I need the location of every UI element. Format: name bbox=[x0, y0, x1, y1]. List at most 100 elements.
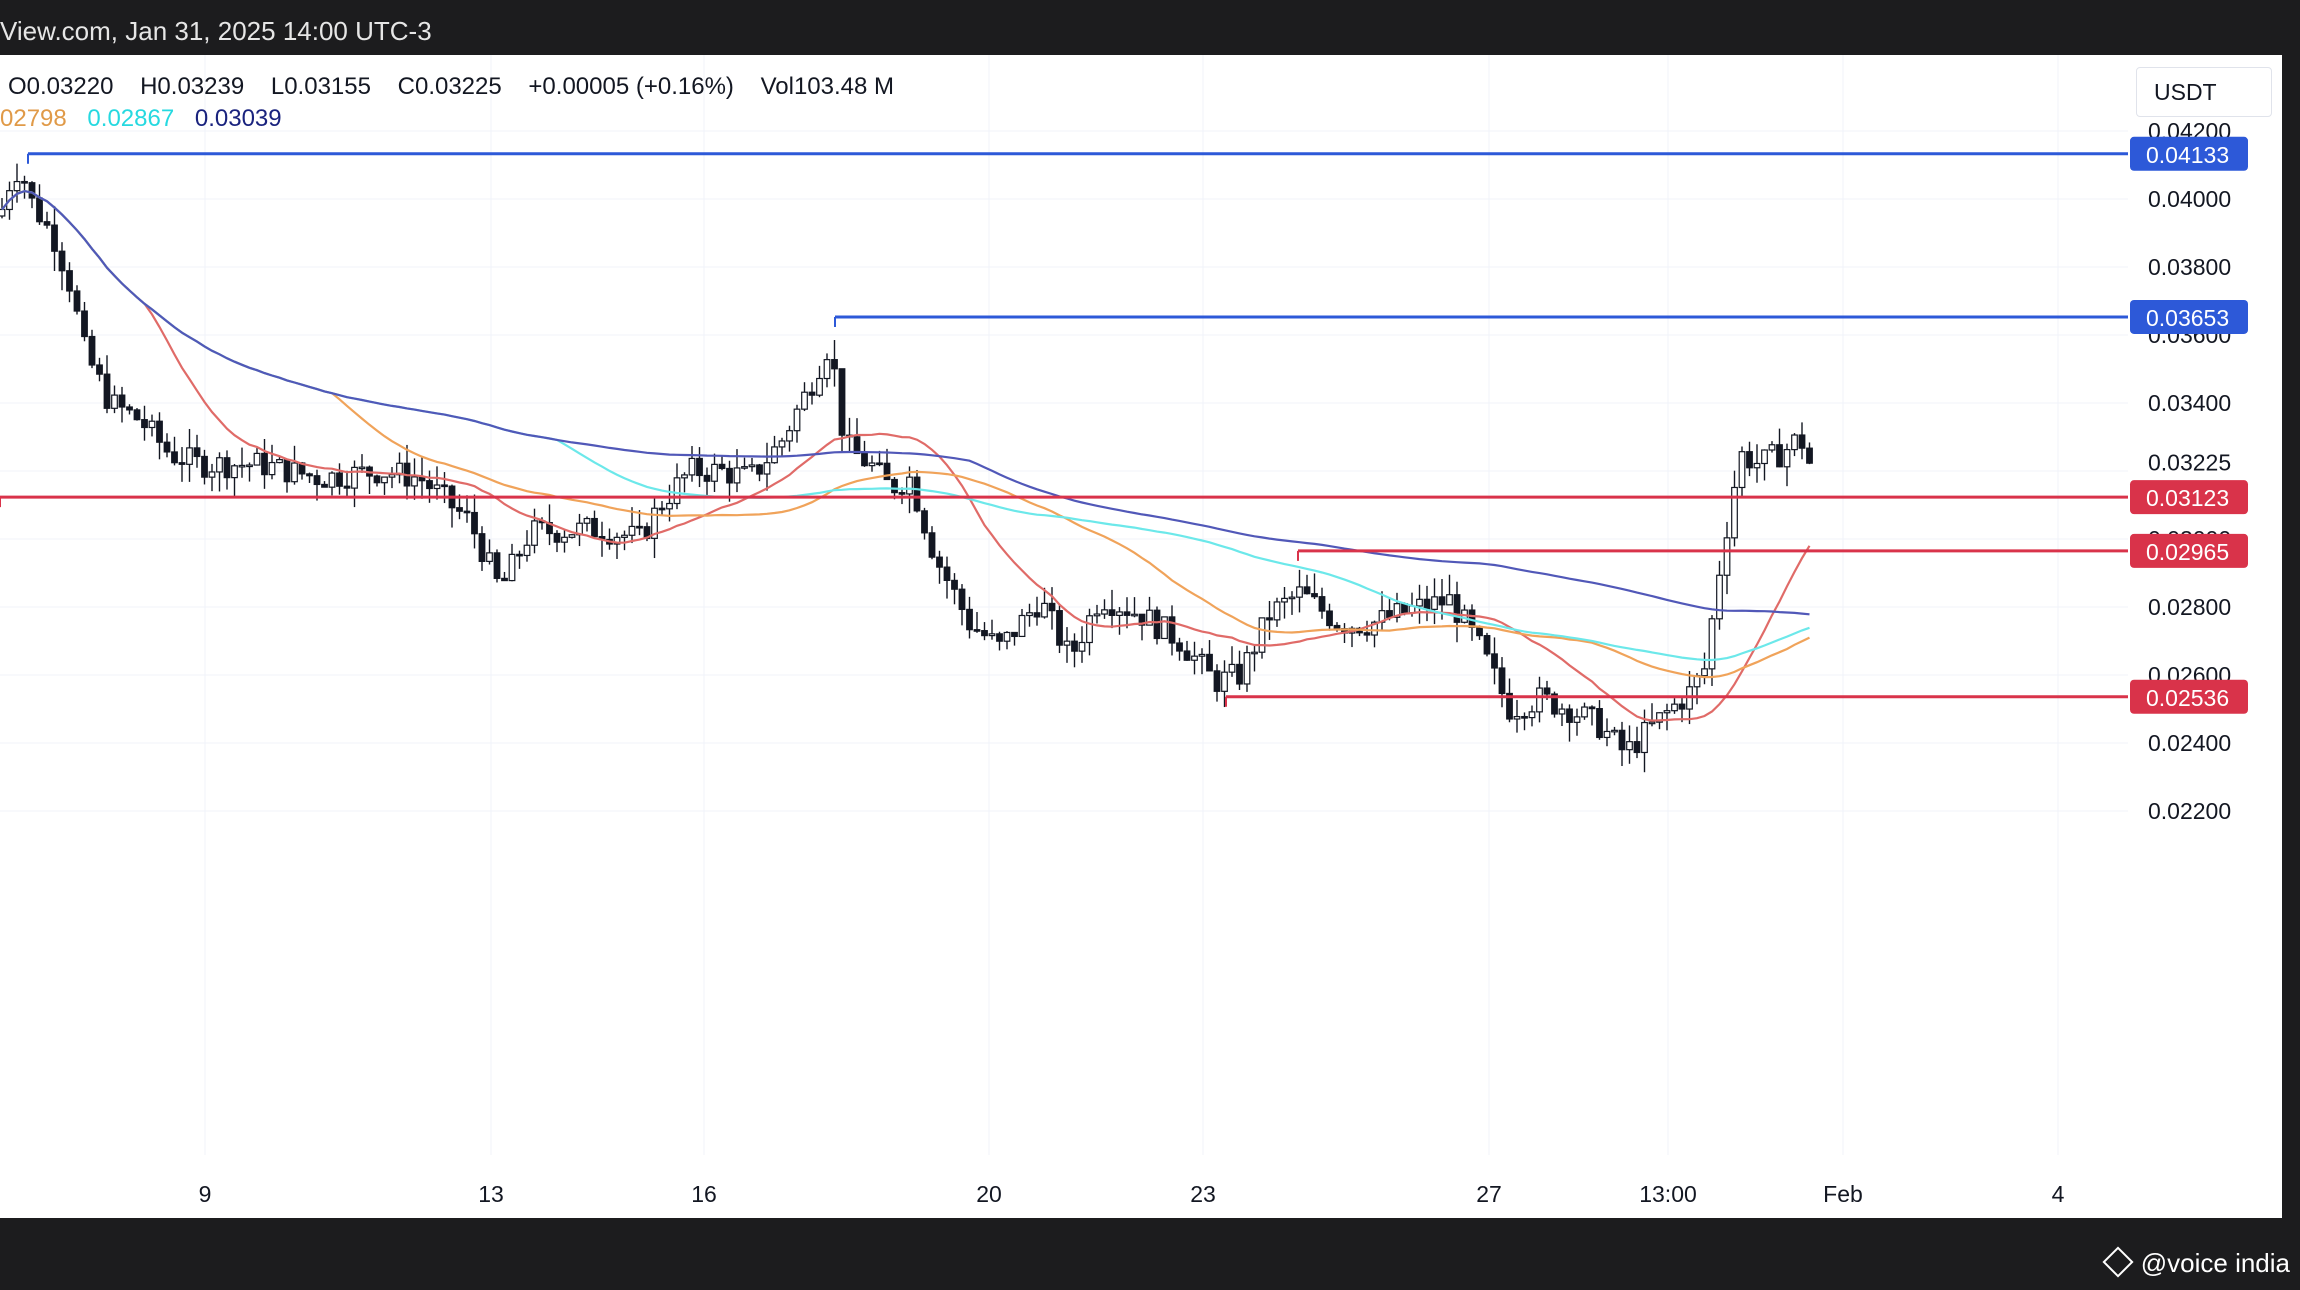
y-tick-label: 0.02200 bbox=[2148, 798, 2231, 824]
candle bbox=[1258, 617, 1266, 659]
candle-body-down bbox=[1453, 594, 1461, 623]
candle-body-down bbox=[658, 507, 666, 511]
candle-body-up bbox=[568, 534, 576, 538]
candle-body-down bbox=[118, 394, 126, 408]
price-tag-label: 0.03653 bbox=[2146, 305, 2229, 331]
x-tick-label: Feb bbox=[1823, 1181, 1863, 1207]
candle bbox=[1446, 574, 1453, 606]
candle-body-down bbox=[501, 577, 508, 582]
candle-body-up bbox=[1528, 711, 1536, 719]
candle bbox=[921, 507, 928, 540]
candle-body-down bbox=[478, 533, 486, 562]
candle-body-up bbox=[411, 476, 418, 487]
candle-body-up bbox=[1626, 741, 1633, 751]
candle-body-up bbox=[621, 534, 628, 538]
candle bbox=[343, 470, 351, 498]
candle bbox=[471, 494, 478, 549]
candle-body-down bbox=[943, 566, 951, 581]
candle bbox=[1491, 637, 1498, 685]
candle bbox=[1791, 433, 1798, 457]
candle-body-down bbox=[1476, 626, 1483, 637]
candle-body-up bbox=[1191, 655, 1198, 661]
candle bbox=[801, 382, 808, 412]
y-tick-label: 0.02400 bbox=[2148, 730, 2231, 756]
candle-body-down bbox=[73, 290, 81, 312]
y-tick-label: 0.03225 bbox=[2148, 450, 2231, 476]
currency-button[interactable]: USDT bbox=[2136, 67, 2272, 117]
candle-body-down bbox=[141, 419, 148, 429]
candle bbox=[1738, 446, 1746, 497]
ma-value-3: 0.03039 bbox=[194, 105, 282, 132]
candle-body-up bbox=[186, 447, 193, 465]
candle-body-down bbox=[1806, 447, 1813, 464]
candle-body-down bbox=[1551, 693, 1558, 715]
candle-body-up bbox=[1611, 729, 1618, 733]
chart-area[interactable]: 9 13 16 20 23 27 13:00 Feb 4 0.04200 0.04000 0.0380… bbox=[0, 55, 2282, 1218]
candle bbox=[1731, 470, 1738, 547]
candle-body-up bbox=[1753, 462, 1761, 469]
candle bbox=[808, 382, 816, 405]
candle bbox=[1393, 592, 1401, 623]
candle bbox=[718, 456, 726, 471]
candle-body-up bbox=[208, 471, 216, 478]
candle-body-up bbox=[1086, 615, 1093, 644]
candle bbox=[658, 501, 666, 516]
candle bbox=[403, 444, 411, 500]
candle-body-down bbox=[261, 452, 268, 476]
price-tag-red bbox=[2130, 679, 2248, 714]
candle bbox=[1716, 560, 1723, 630]
candle bbox=[636, 510, 643, 536]
candle-body-down bbox=[951, 579, 958, 590]
candle-body-up bbox=[1648, 721, 1656, 725]
candle bbox=[493, 549, 501, 583]
candle bbox=[1798, 422, 1806, 460]
candle bbox=[313, 469, 321, 501]
y-tick-label: 0.03400 bbox=[2148, 390, 2231, 416]
candle-body-up bbox=[1198, 653, 1206, 657]
candle-body-down bbox=[306, 473, 313, 477]
candle-body-down bbox=[838, 368, 846, 436]
candle bbox=[823, 353, 831, 388]
candle bbox=[396, 452, 403, 484]
candle bbox=[411, 458, 418, 500]
candle bbox=[1243, 645, 1251, 692]
candle bbox=[816, 365, 823, 398]
candle-body-up bbox=[786, 430, 793, 442]
candle bbox=[741, 457, 748, 470]
candle bbox=[88, 329, 96, 369]
price-chart[interactable]: 9 13 16 20 23 27 13:00 Feb 40.042000.040000.0380… bbox=[0, 55, 2282, 1218]
candle bbox=[1146, 596, 1153, 626]
y-tick-label: 0.03800 bbox=[2148, 254, 2231, 280]
candle bbox=[1776, 428, 1783, 468]
candle bbox=[1701, 652, 1708, 685]
candle bbox=[351, 460, 358, 508]
price-tag-blue bbox=[2130, 136, 2248, 171]
candle bbox=[966, 596, 973, 639]
candle bbox=[268, 444, 276, 480]
candle bbox=[1206, 640, 1213, 672]
candle bbox=[178, 447, 186, 482]
candle bbox=[141, 405, 148, 441]
candle-body-up bbox=[1228, 663, 1236, 673]
candle-body-down bbox=[283, 459, 291, 483]
candle-body-down bbox=[703, 474, 711, 482]
candle bbox=[861, 440, 868, 467]
candle bbox=[613, 532, 621, 559]
candle-body-up bbox=[111, 394, 118, 409]
candle-body-up bbox=[906, 476, 913, 495]
candle bbox=[673, 463, 681, 510]
candle-body-down bbox=[373, 475, 381, 484]
watermark: @voice india bbox=[2102, 1246, 2290, 1279]
candle bbox=[943, 556, 951, 599]
candle bbox=[51, 205, 58, 272]
price-tag-red bbox=[2130, 533, 2248, 568]
candle bbox=[711, 453, 718, 492]
candle-body-down bbox=[831, 359, 838, 370]
candle-body-down bbox=[553, 532, 561, 543]
candle bbox=[463, 495, 471, 523]
candle-body-up bbox=[651, 507, 658, 539]
candle bbox=[1101, 599, 1108, 619]
candle bbox=[936, 550, 943, 584]
candle-body-up bbox=[1288, 596, 1296, 600]
candle-body-up bbox=[1063, 640, 1071, 646]
